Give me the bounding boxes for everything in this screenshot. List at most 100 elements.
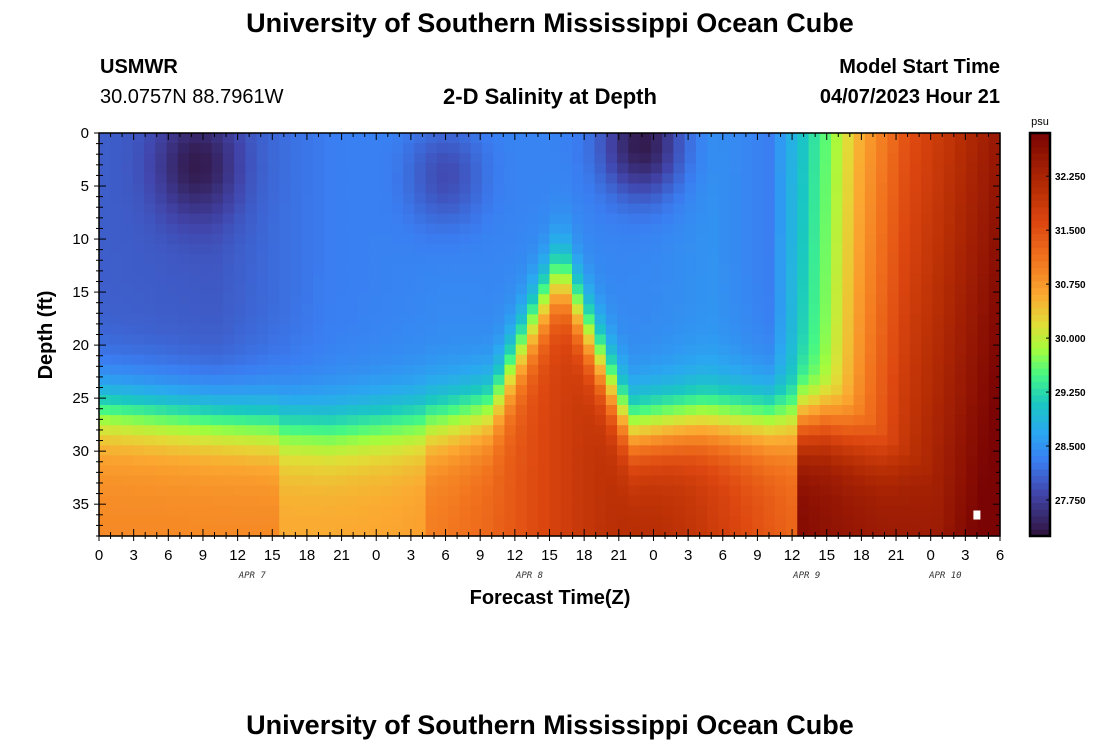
heatmap-cell [245,153,258,164]
heatmap-cell [470,384,483,396]
heatmap-cell [864,193,877,205]
heatmap-cell [504,495,517,507]
heatmap-cell [617,203,629,215]
heatmap-cell [740,173,753,184]
heatmap-cell [245,485,258,497]
heatmap-cell [391,374,404,386]
heatmap-cell [707,153,720,164]
heatmap-cell [414,203,427,215]
heatmap-cell [189,475,201,487]
heatmap-cell [752,314,765,326]
heatmap-cell [279,405,292,416]
colorbar-segment [1030,515,1050,524]
heatmap-cell [166,354,179,366]
heatmap-cell [808,415,821,426]
heatmap-cell [481,435,494,446]
heatmap-cell [707,183,720,195]
heatmap-cell [99,505,111,517]
heatmap-cell [267,133,280,144]
heatmap-cell [887,495,900,507]
heatmap-cell [763,183,776,195]
heatmap-cell [245,425,258,436]
x-tick-label: 18 [853,547,870,564]
heatmap-cell [605,294,618,305]
heatmap-cell [684,455,697,467]
heatmap-cell [594,203,607,215]
heatmap-cell [324,314,337,326]
heatmap-cell [932,143,945,154]
heatmap-cell [662,173,674,184]
heatmap-cell [481,133,494,144]
heatmap-cell [369,364,382,376]
heatmap-cell [673,505,686,517]
heatmap-cell [572,314,584,326]
heatmap-cell [864,223,877,235]
heatmap-cell [740,193,753,205]
heatmap-cell [425,253,438,265]
heatmap-cell [110,475,123,487]
heatmap-cell [155,445,168,456]
heatmap-cell [740,525,753,537]
heatmap-cell [932,334,945,346]
heatmap-cell [481,405,494,416]
heatmap-cell [662,344,674,356]
heatmap-cell [707,213,720,225]
heatmap-cell [909,475,922,487]
heatmap-cell [887,294,900,305]
heatmap-cell [988,173,1001,184]
heatmap-cell [448,394,460,406]
heatmap-cell [403,213,415,225]
heatmap-cell [99,143,111,154]
heatmap-cell [842,183,855,195]
heatmap-cell [166,445,179,456]
heatmap-cell [290,274,303,285]
heatmap-cell [144,495,156,507]
heatmap-cell [358,485,370,497]
heatmap-cell [459,143,472,154]
heatmap-cell [639,515,652,527]
heatmap-cell [515,505,528,517]
heatmap-cell [256,374,269,386]
heatmap-cell [594,515,607,527]
heatmap-cell [346,263,359,275]
heatmap-cell [369,344,382,356]
heatmap-cell [605,223,618,235]
heatmap-cell [346,455,359,467]
heatmap-cell [155,465,168,477]
heatmap-cell [177,243,190,255]
heatmap-cell [898,263,911,275]
heatmap-cell [853,243,866,255]
heatmap-cell [560,455,573,467]
heatmap-cell [189,525,201,537]
heatmap-cell [898,394,911,406]
heatmap-cell [628,143,641,154]
heatmap-cell [470,133,483,144]
heatmap-cell [954,485,967,497]
heatmap-cell [718,415,731,426]
x-tick-label: 9 [753,547,761,564]
heatmap-cell [740,284,753,295]
heatmap-cell [358,405,370,416]
heatmap-cell [200,163,213,174]
heatmap-cell [256,183,269,195]
heatmap-cell [324,415,337,426]
heatmap-cell [403,415,415,426]
heatmap-cell [842,324,855,336]
heatmap-cell [966,203,979,215]
heatmap-cell [481,455,494,467]
heatmap-cell [358,173,370,184]
heatmap-cell [572,324,584,336]
heatmap-cell [718,203,731,215]
heatmap-cell [166,304,179,315]
heatmap-cell [526,475,539,487]
heatmap-cell [177,203,190,215]
heatmap-cell [808,133,821,144]
heatmap-cell [988,243,1001,255]
heatmap-cell [279,233,292,245]
heatmap-cell [414,274,427,285]
colorbar-segment [1030,233,1050,242]
heatmap-cell [898,415,911,426]
heatmap-cell [628,465,641,477]
heatmap-cell [729,354,742,366]
heatmap-cell [358,203,370,215]
